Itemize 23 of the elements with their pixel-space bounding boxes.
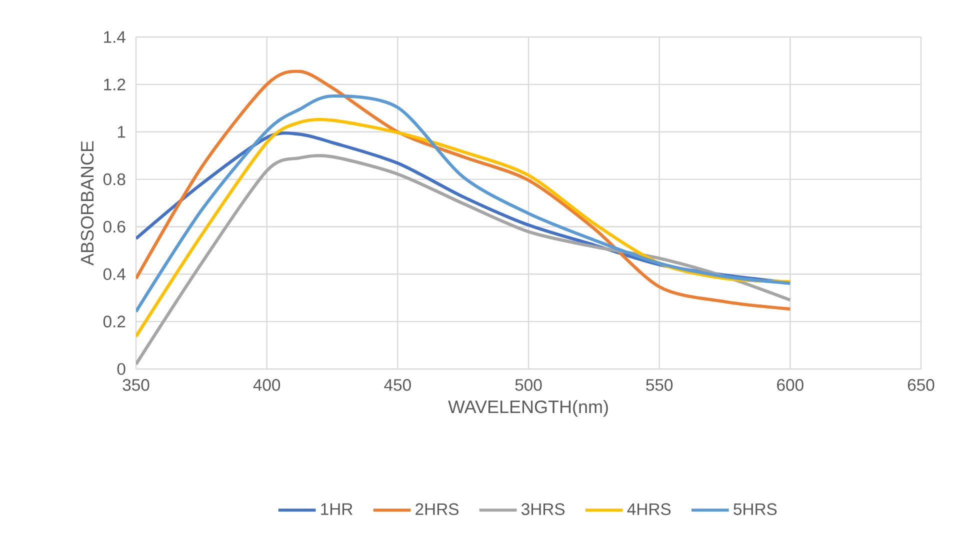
y-tick-label: 1.4 (104, 31, 126, 43)
x-tick-label: 550 (646, 379, 673, 391)
legend-label: 5HRS (734, 503, 777, 516)
x-tick-label: 500 (515, 379, 542, 391)
legend-label: 4HRS (627, 503, 671, 516)
y-tick-label: 1 (118, 126, 126, 138)
x-axis-title: WAVELENGTH(nm) (448, 400, 608, 417)
y-tick-label: 0.8 (103, 173, 126, 186)
legend-label: 3HRS (521, 503, 565, 516)
y-tick-label: 1.2 (104, 78, 126, 90)
legend-label: 1HR (321, 503, 352, 515)
y-tick-label: 0 (117, 363, 126, 375)
x-tick-label: 400 (253, 379, 280, 391)
y-tick-label: 0.4 (103, 268, 126, 280)
x-tick-label: 450 (384, 379, 411, 391)
x-tick-label: 350 (122, 379, 150, 391)
y-tick-label: 0.2 (103, 316, 126, 328)
y-axis-title: ABSORBANCE (80, 141, 94, 266)
line-series (136, 154, 792, 366)
x-tick-label: 600 (777, 379, 804, 391)
y-tick-label: 0.6 (103, 220, 126, 233)
x-tick-label: 650 (908, 379, 934, 391)
legend-label: 2HRS (416, 503, 458, 516)
